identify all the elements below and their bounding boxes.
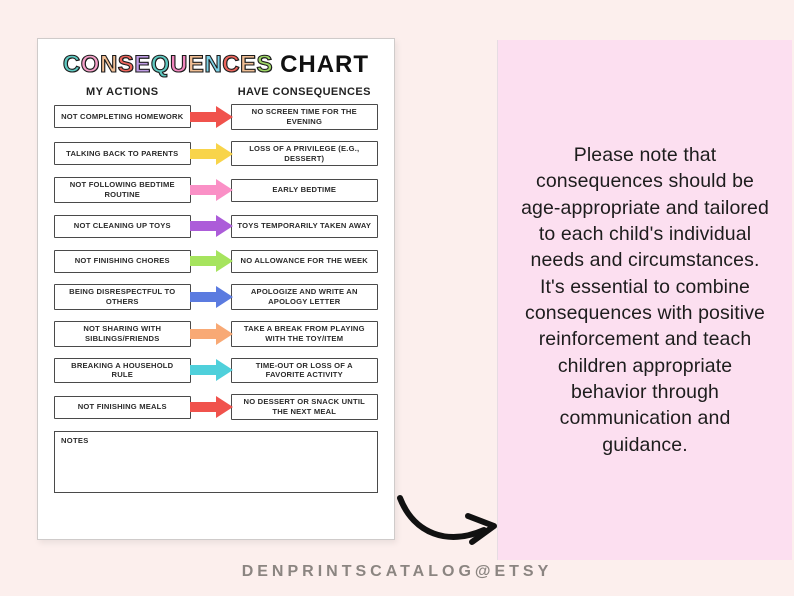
column-header-actions: MY ACTIONS — [86, 86, 159, 98]
consequence-box: NO SCREEN TIME FOR THE EVENING — [230, 104, 378, 130]
action-text: TALKING BACK TO PARENTS — [66, 148, 179, 158]
action-box: NOT COMPLETING HOMEWORK — [54, 105, 191, 129]
consequence-box: EARLY BEDTIME — [230, 178, 378, 202]
consequence-box: LOSS OF A PRIVILEGE (E.G., DESSERT) — [230, 140, 378, 167]
column-header-consequences: HAVE CONSEQUENCES — [237, 86, 371, 98]
consequence-text: TIME-OUT OR LOSS OF A FAVORITE ACTIVITY — [255, 360, 353, 380]
column-headers: MY ACTIONS HAVE CONSEQUENCES — [54, 86, 378, 98]
right-arrow-icon — [190, 396, 234, 419]
action-box: NOT FINISHING MEALS — [54, 395, 191, 419]
arrow-cell — [190, 178, 234, 202]
consequence-text: TAKE A BREAK FROM PLAYING WITH THE TOY/I… — [243, 323, 365, 343]
action-box: NOT CLEANING UP TOYS — [54, 214, 191, 238]
title-letter: N — [204, 50, 223, 78]
action-text: NOT CLEANING UP TOYS — [73, 221, 171, 231]
chart-row: BEING DISRESPECTFUL TO OTHERS APOLOGIZE … — [54, 284, 378, 310]
consequences-chart-sheet: CONSEQUENCES CHART MY ACTIONS HAVE CONSEQ… — [37, 38, 395, 540]
title-colored-word: CONSEQUENCES — [62, 50, 274, 78]
consequence-box: TAKE A BREAK FROM PLAYING WITH THE TOY/I… — [230, 320, 378, 347]
right-arrow-icon — [190, 215, 234, 238]
consequence-text: NO SCREEN TIME FOR THE EVENING — [251, 107, 357, 126]
right-arrow-icon — [190, 359, 234, 382]
chart-row: NOT FINISHING MEALS NO DESSERT OR SNACK … — [54, 394, 378, 421]
title-letter: E — [134, 50, 151, 78]
consequence-box: NO ALLOWANCE FOR THE WEEK — [230, 249, 378, 273]
action-text: NOT SHARING WITH SIBLINGS/FRIENDS — [83, 323, 162, 343]
arrow-cell — [190, 214, 234, 238]
arrow-cell — [190, 285, 234, 309]
title-letter: E — [239, 50, 257, 78]
title-letter: Q — [150, 50, 170, 78]
right-arrow-icon — [190, 142, 234, 165]
title-letter: U — [169, 50, 188, 78]
title-letter: O — [80, 50, 100, 78]
chart-row: NOT COMPLETING HOMEWORK NO SCREEN TIME F… — [54, 104, 378, 130]
curved-pointer-arrow-icon — [397, 495, 497, 545]
right-arrow-icon — [190, 322, 234, 345]
chart-row: NOT CLEANING UP TOYS TOYS TEMPORARILY TA… — [54, 214, 378, 238]
title-suffix: CHART — [280, 51, 370, 78]
consequence-text: NO ALLOWANCE FOR THE WEEK — [240, 256, 368, 266]
note-panel-text: Please note that consequences should be … — [521, 144, 769, 456]
chart-row: TALKING BACK TO PARENTS LOSS OF A PRIVIL… — [54, 140, 378, 167]
notes-box: NOTES — [54, 431, 378, 494]
consequence-box: TIME-OUT OR LOSS OF A FAVORITE ACTIVITY — [230, 357, 378, 384]
rows: NOT COMPLETING HOMEWORK NO SCREEN TIME F… — [54, 104, 378, 421]
action-box: TALKING BACK TO PARENTS — [54, 142, 191, 166]
chart-row: NOT FINISHING CHORES NO ALLOWANCE FOR TH… — [54, 249, 378, 273]
chart-row: BREAKING A HOUSEHOLD RULE TIME-OUT OR LO… — [54, 357, 378, 384]
title-letter: E — [187, 50, 205, 78]
action-text: BEING DISRESPECTFUL TO OTHERS — [69, 287, 176, 307]
right-arrow-icon — [190, 286, 234, 309]
right-arrow-icon — [190, 105, 234, 128]
page-title: CONSEQUENCES CHART — [54, 50, 378, 79]
arrow-cell — [190, 105, 234, 129]
consequence-box: APOLOGIZE AND WRITE AN APOLOGY LETTER — [230, 284, 378, 310]
title-letter: C — [222, 50, 241, 78]
action-text: NOT FINISHING MEALS — [77, 402, 167, 412]
consequence-box: TOYS TEMPORARILY TAKEN AWAY — [230, 214, 378, 238]
action-text: NOT FOLLOWING BEDTIME ROUTINE — [69, 180, 175, 200]
shop-watermark: DENPRINTSCATALOG@ETSY — [241, 563, 553, 580]
notes-label: NOTES — [61, 436, 89, 446]
arrow-cell — [190, 395, 234, 419]
action-text: NOT COMPLETING HOMEWORK — [61, 111, 184, 121]
chart-row: NOT FOLLOWING BEDTIME ROUTINE EARLY BEDT… — [54, 177, 378, 204]
arrow-cell — [190, 358, 234, 382]
arrow-cell — [190, 249, 234, 273]
consequence-box: NO DESSERT OR SNACK UNTIL THE NEXT MEAL — [230, 394, 378, 421]
action-box: NOT FINISHING CHORES — [54, 249, 191, 273]
right-arrow-icon — [190, 179, 234, 202]
right-arrow-icon — [190, 250, 234, 273]
consequence-text: NO DESSERT OR SNACK UNTIL THE NEXT MEAL — [243, 397, 365, 417]
title-letter: N — [99, 50, 118, 78]
title-letter: C — [62, 50, 81, 78]
action-box: NOT FOLLOWING BEDTIME ROUTINE — [54, 177, 191, 204]
chart-row: NOT SHARING WITH SIBLINGS/FRIENDS TAKE A… — [54, 320, 378, 347]
note-panel: Please note that consequences should be … — [498, 40, 792, 560]
action-text: BREAKING A HOUSEHOLD RULE — [71, 360, 174, 380]
action-box: NOT SHARING WITH SIBLINGS/FRIENDS — [54, 320, 191, 347]
consequence-text: LOSS OF A PRIVILEGE (E.G., DESSERT) — [249, 143, 360, 163]
consequence-text: APOLOGIZE AND WRITE AN APOLOGY LETTER — [250, 287, 358, 307]
action-text: NOT FINISHING CHORES — [74, 256, 170, 266]
consequence-text: TOYS TEMPORARILY TAKEN AWAY — [237, 221, 372, 231]
arrow-cell — [190, 142, 234, 166]
arrow-cell — [190, 322, 234, 346]
action-box: BEING DISRESPECTFUL TO OTHERS — [54, 284, 191, 310]
title-letter: S — [256, 50, 274, 78]
title-letter: S — [117, 50, 135, 78]
consequence-text: EARLY BEDTIME — [272, 185, 337, 195]
action-box: BREAKING A HOUSEHOLD RULE — [54, 357, 191, 384]
